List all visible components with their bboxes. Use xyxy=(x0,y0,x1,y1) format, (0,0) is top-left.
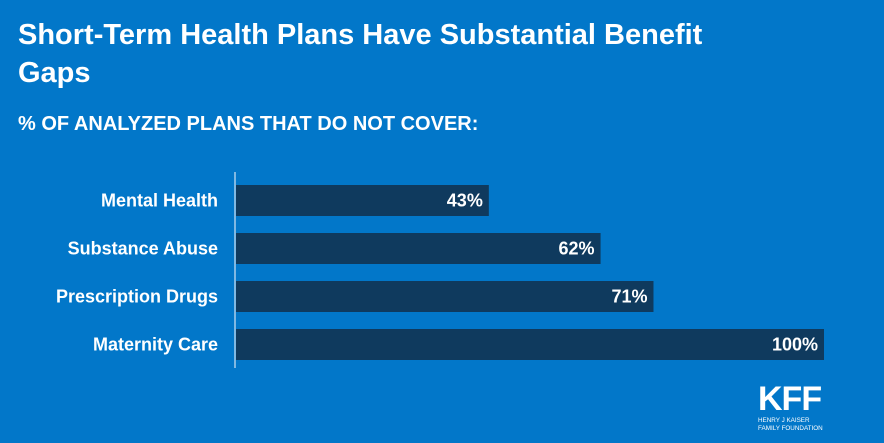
data-label: 62% xyxy=(559,239,595,259)
data-label: 100% xyxy=(772,335,818,355)
kff-logo: KFF HENRY J KAISER FAMILY FOUNDATION xyxy=(758,381,838,433)
category-label: Substance Abuse xyxy=(68,239,218,259)
data-label: 71% xyxy=(611,287,647,307)
data-label: 43% xyxy=(447,191,483,211)
bar xyxy=(236,329,824,360)
bar xyxy=(236,281,654,312)
category-label: Prescription Drugs xyxy=(56,287,218,307)
category-label: Mental Health xyxy=(101,191,218,211)
category-label: Maternity Care xyxy=(93,335,218,355)
bar xyxy=(236,233,601,264)
chart-subtitle: % OF ANALYZED PLANS THAT DO NOT COVER: xyxy=(18,113,479,135)
bar xyxy=(236,185,489,216)
logo-mark: KFF xyxy=(758,380,822,418)
chart-title: Short-Term Health Plans Have Substantial… xyxy=(18,19,703,89)
logo-line2: FAMILY FOUNDATION xyxy=(758,425,823,432)
chart-header: Short-Term Health Plans Have Substantial… xyxy=(18,16,868,136)
logo-line1: HENRY J KAISER xyxy=(758,417,810,424)
